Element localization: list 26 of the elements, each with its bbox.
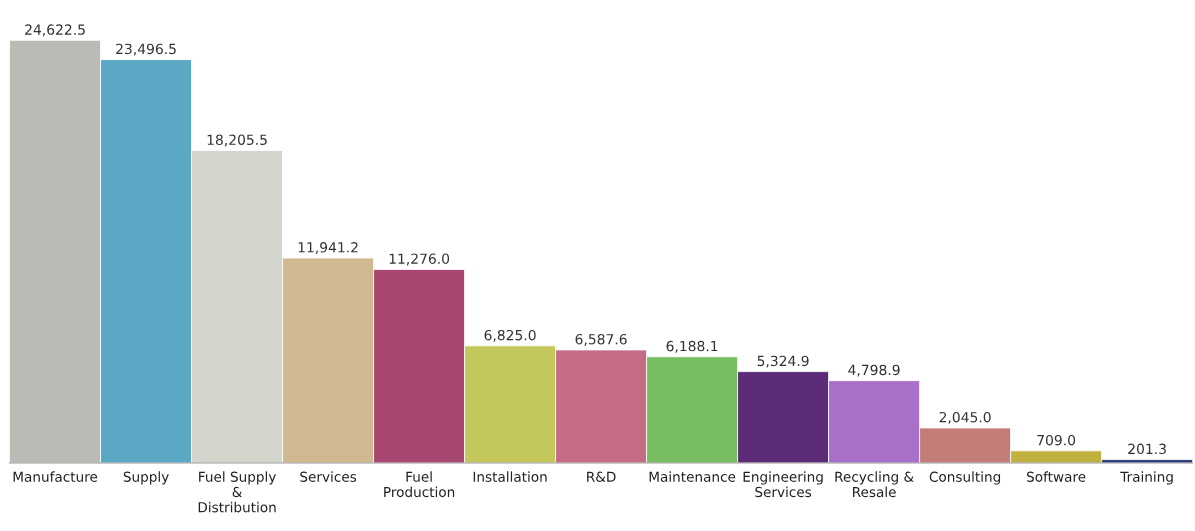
- x-tick-label: Training: [1120, 471, 1173, 485]
- data-label: 23,496.5: [116, 43, 176, 56]
- data-label: 709.0: [1037, 434, 1076, 446]
- data-label: 2,045.0: [939, 411, 991, 424]
- x-tick-label: Fuel Production: [384, 471, 455, 498]
- data-label: 6,825.0: [484, 329, 536, 342]
- x-tick-label: Services: [300, 471, 357, 482]
- x-tick-label: Supply: [123, 471, 169, 485]
- data-label: 6,587.6: [575, 333, 627, 346]
- x-tick-label: Maintenance: [649, 471, 736, 482]
- x-tick-label: Engineering Services: [743, 471, 823, 498]
- data-label: 24,622.5: [25, 24, 85, 37]
- data-label: 18,205.5: [207, 134, 267, 147]
- x-tick-label: R&D: [587, 471, 616, 482]
- data-label: 201.3: [1128, 443, 1166, 455]
- data-label: 11,941.2: [298, 242, 358, 254]
- data-label: 5,324.9: [757, 355, 809, 368]
- x-tick-label: Software: [1027, 471, 1086, 482]
- x-tick-label: Installation: [473, 471, 547, 482]
- x-tick-label: Manufacture: [13, 471, 98, 482]
- x-tick-label: Fuel Supply & Distribution: [198, 471, 276, 513]
- data-label: 6,188.1: [666, 340, 718, 353]
- x-tick-label: Consulting: [929, 471, 1001, 485]
- data-label: 4,798.9: [848, 364, 900, 377]
- data-label: 11,276.0: [389, 253, 450, 266]
- x-tick-label: Recycling & Resale: [835, 471, 914, 498]
